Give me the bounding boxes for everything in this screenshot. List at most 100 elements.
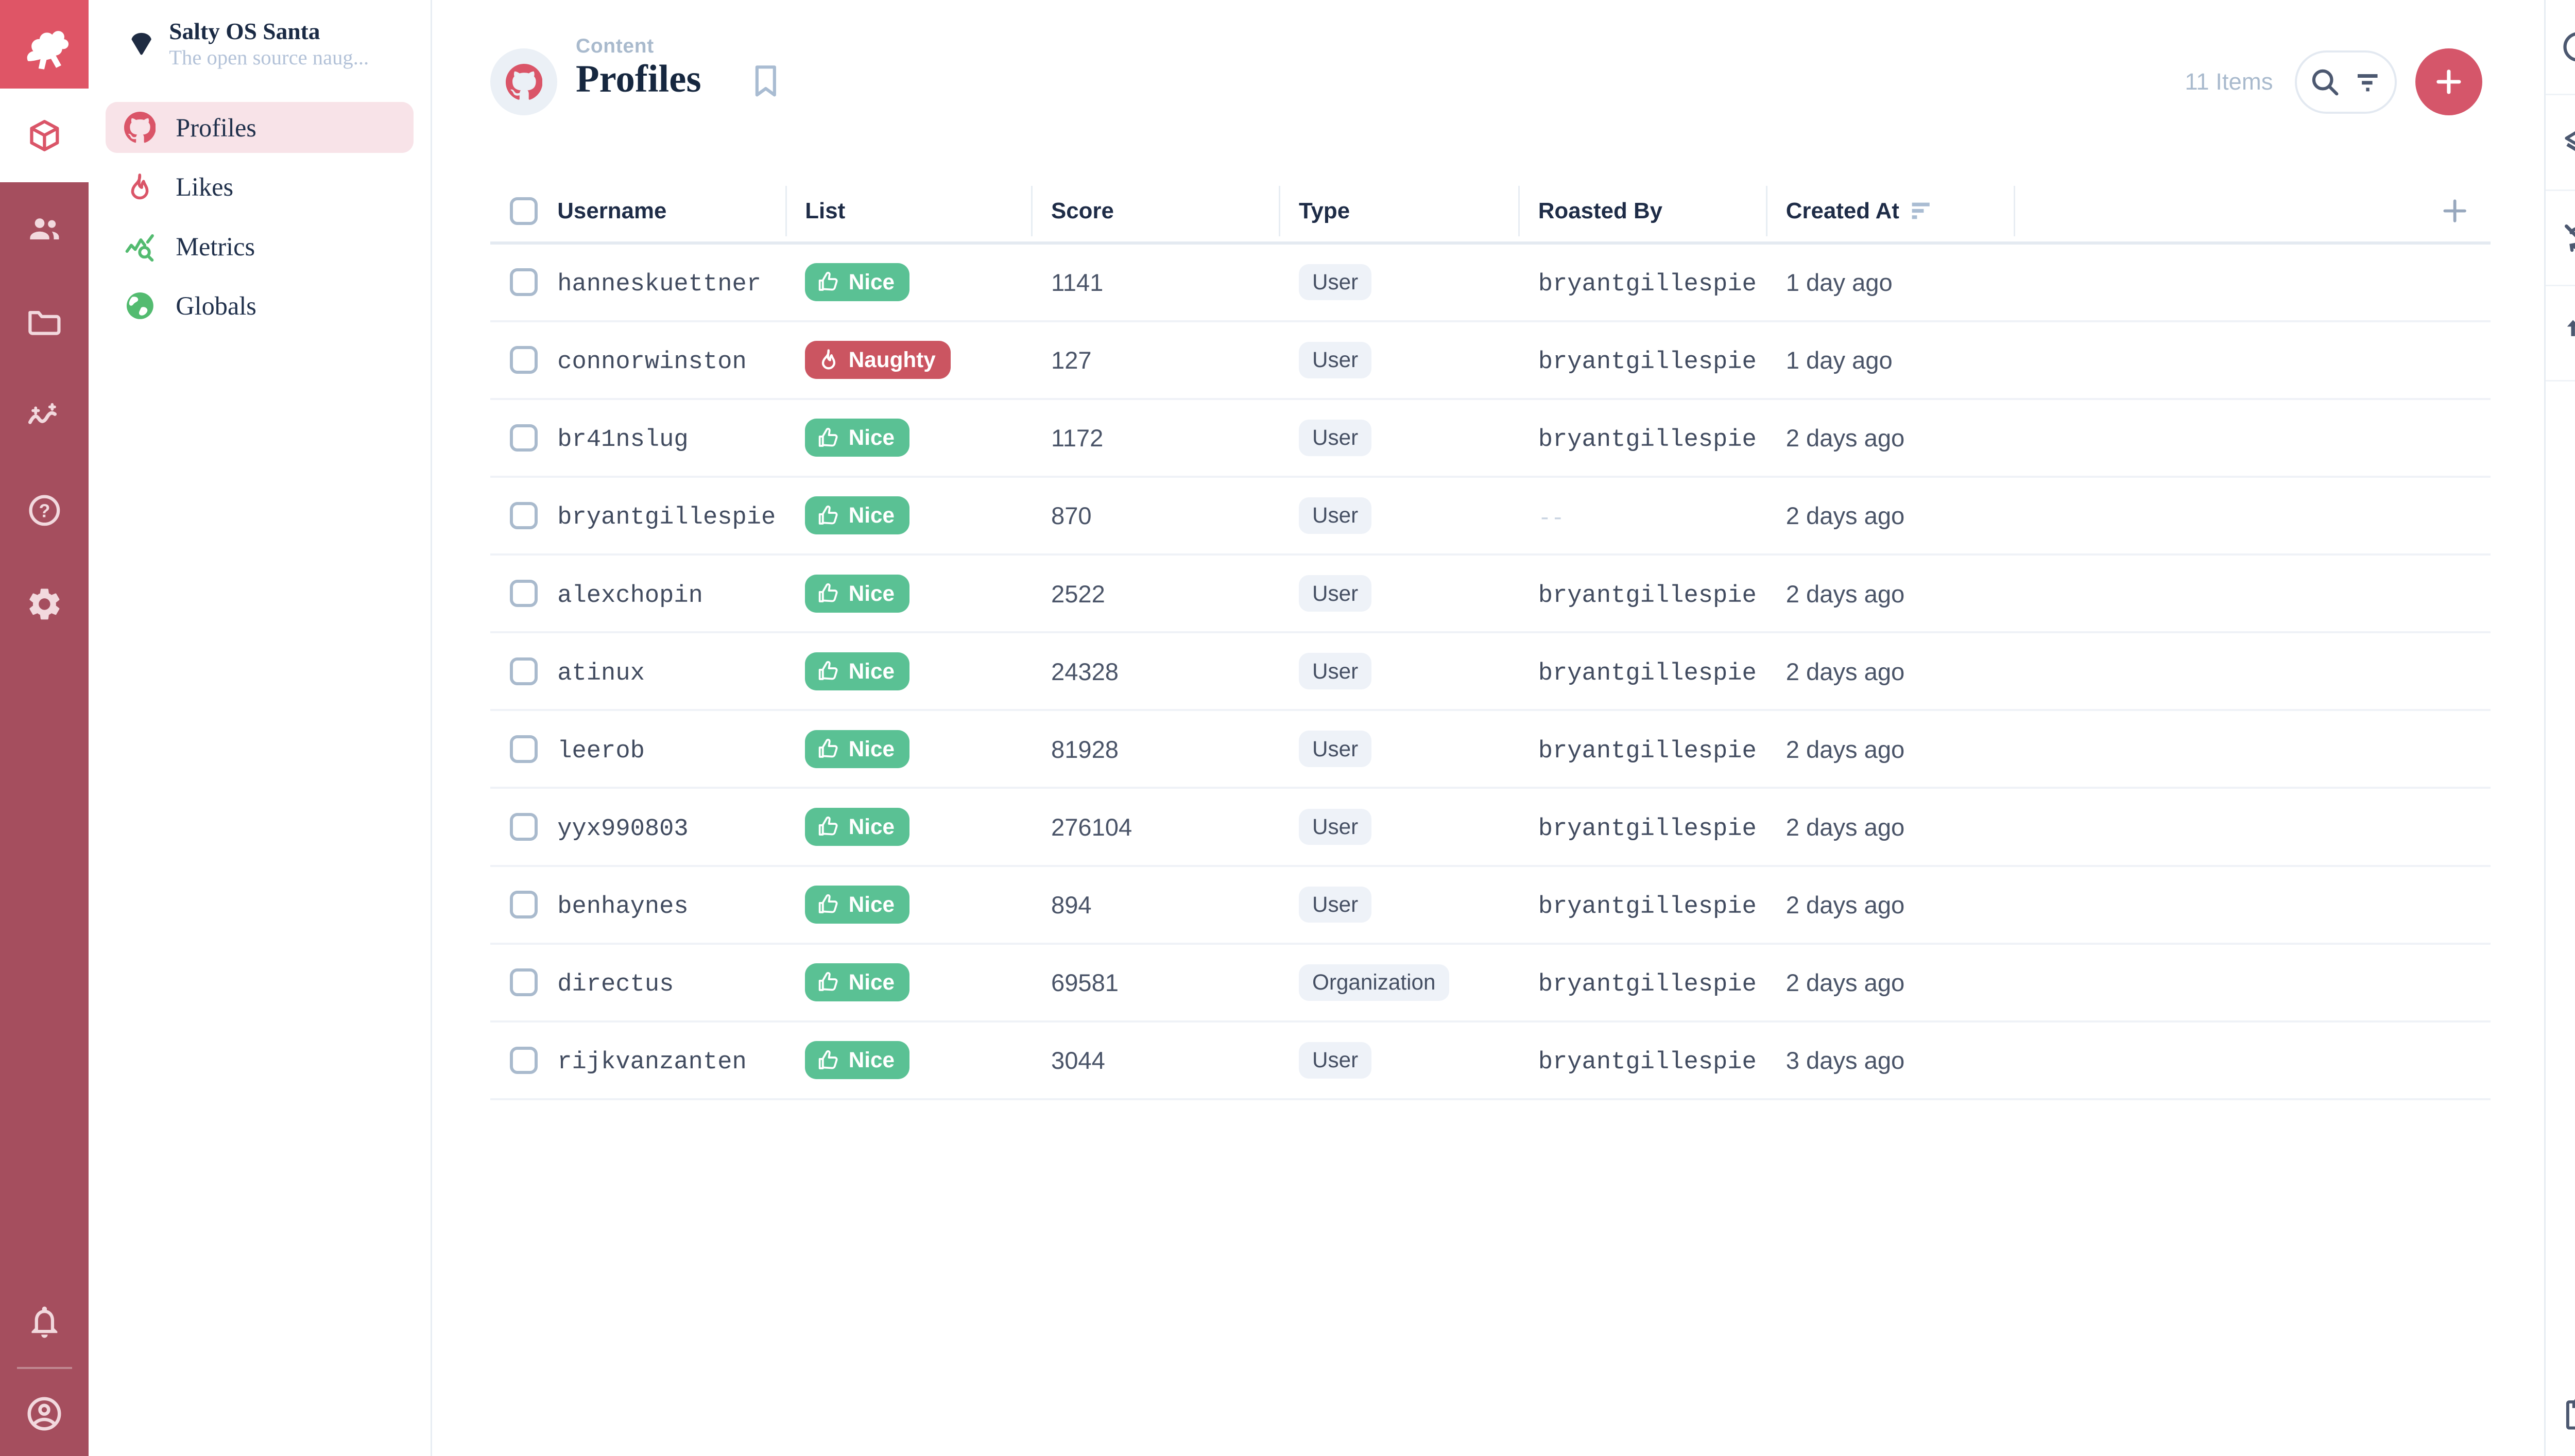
breadcrumb[interactable]: Content: [576, 35, 654, 58]
refresh-disabled-button[interactable]: [2546, 191, 2575, 286]
svg-text:?: ?: [39, 500, 50, 521]
thumb-up-icon: [818, 583, 838, 602]
table-row[interactable]: bryantgillespie Nice 870 User -- 2 days …: [490, 478, 2491, 556]
row-checkbox[interactable]: [510, 968, 538, 996]
filter-list-icon: [2353, 67, 2383, 97]
list-badge: Nice: [805, 496, 910, 535]
cell-score: 127: [1051, 346, 1092, 374]
search-icon: [2309, 66, 2341, 98]
directus-logo-button[interactable]: [0, 0, 89, 89]
cell-score: 894: [1051, 891, 1092, 919]
nav-item-label: Likes: [176, 172, 234, 202]
list-badge: Naughty: [805, 341, 951, 379]
row-checkbox[interactable]: [510, 346, 538, 374]
cell-roasted-by: --: [1538, 506, 1565, 531]
search-button[interactable]: [2309, 66, 2341, 98]
type-chip: User: [1299, 341, 1372, 378]
module-users-button[interactable]: [0, 182, 89, 276]
module-settings-button[interactable]: [0, 557, 89, 651]
column-header-roasted-by[interactable]: Roasted By: [1520, 186, 1767, 236]
row-checkbox[interactable]: [510, 424, 538, 452]
nav-item-profiles[interactable]: Profiles: [105, 102, 414, 153]
cell-created-at: 1 day ago: [1786, 269, 1893, 297]
row-checkbox[interactable]: [510, 1046, 538, 1074]
row-checkbox[interactable]: [510, 735, 538, 763]
column-header-created-at[interactable]: Created At: [1767, 186, 2015, 236]
table-row[interactable]: br41nslug Nice 1172 User bryantgillespie…: [490, 400, 2491, 478]
cell-roasted-by: bryantgillespie: [1538, 271, 1757, 299]
project-header[interactable]: Salty OS Santa The open source naug...: [89, 0, 430, 84]
type-chip: User: [1299, 731, 1372, 768]
module-files-button[interactable]: [0, 276, 89, 370]
table-body: hanneskuettner Nice 1141 User bryantgill…: [490, 245, 2491, 1100]
people-icon: [25, 210, 64, 249]
nav-item-metrics[interactable]: Metrics: [106, 221, 414, 272]
thumb-up-icon: [818, 738, 838, 758]
info-icon: [2561, 29, 2575, 64]
list-badge: Nice: [805, 419, 910, 457]
list-badge: Nice: [805, 886, 910, 924]
row-checkbox[interactable]: [510, 891, 538, 918]
page-header: Content Profiles 11 Items: [432, 0, 2545, 181]
row-checkbox[interactable]: [510, 657, 538, 685]
row-checkbox[interactable]: [510, 579, 538, 608]
table-row[interactable]: rijkvanzanten Nice 3044 User bryantgille…: [490, 1022, 2491, 1100]
account-button[interactable]: [0, 1372, 89, 1456]
row-checkbox[interactable]: [510, 501, 538, 530]
select-all-checkbox[interactable]: [510, 197, 538, 225]
add-item-button[interactable]: [2415, 48, 2482, 116]
account-circle-icon: [24, 1394, 64, 1434]
list-badge: Nice: [805, 652, 910, 690]
nav-item-globals[interactable]: Globals: [106, 280, 414, 331]
add-column-button[interactable]: [2441, 197, 2469, 225]
type-chip: User: [1299, 808, 1372, 845]
table-row[interactable]: yyx990803 Nice 276104 User bryantgillesp…: [490, 789, 2491, 867]
cell-created-at: 1 day ago: [1786, 346, 1893, 374]
table-row[interactable]: leerob Nice 81928 User bryantgillespie 2…: [490, 711, 2491, 789]
module-insights-button[interactable]: [0, 370, 89, 463]
column-header-list[interactable]: List: [787, 186, 1033, 236]
nav-item-likes[interactable]: Likes: [106, 162, 414, 213]
cell-roasted-by: bryantgillespie: [1538, 737, 1757, 765]
info-button[interactable]: [2546, 0, 2575, 96]
module-content-button[interactable]: [0, 89, 89, 183]
nav-sidebar: Salty OS Santa The open source naug... P…: [89, 0, 432, 1456]
collections-nav: Profiles Likes Metrics Globals: [89, 102, 430, 331]
cell-score: 1141: [1051, 269, 1104, 297]
row-checkbox[interactable]: [510, 813, 538, 841]
layout-options-button[interactable]: [2546, 95, 2575, 191]
column-header-type[interactable]: Type: [1280, 186, 1520, 236]
cell-created-at: 2 days ago: [1786, 969, 1905, 997]
column-header-username[interactable]: Username: [557, 186, 787, 236]
gear-icon: [25, 585, 64, 623]
type-chip: User: [1299, 653, 1372, 690]
page-title: Profiles: [576, 58, 701, 101]
bookmark-button[interactable]: [750, 64, 782, 99]
cell-score: 2522: [1051, 580, 1105, 608]
filter-button[interactable]: [2353, 67, 2383, 97]
module-docs-button[interactable]: ?: [0, 463, 89, 557]
column-header-score[interactable]: Score: [1033, 186, 1281, 236]
cell-created-at: 2 days ago: [1786, 813, 1905, 841]
directus-rabbit-icon: [14, 14, 75, 75]
nav-item-label: Globals: [176, 291, 256, 320]
table-row[interactable]: alexchopin Nice 2522 User bryantgillespi…: [490, 556, 2491, 634]
table-row[interactable]: connorwinston Naughty 127 User bryantgil…: [490, 322, 2491, 400]
table-row[interactable]: directus Nice 69581 Organization bryantg…: [490, 945, 2491, 1022]
table-row[interactable]: atinux Nice 24328 User bryantgillespie 2…: [490, 633, 2491, 712]
globe-icon: [124, 290, 156, 322]
items-count: 11 Items: [2185, 68, 2273, 95]
activity-button[interactable]: [2546, 1372, 2575, 1456]
cell-score: 81928: [1051, 735, 1119, 763]
cell-username: yyx990803: [557, 815, 689, 843]
cell-created-at: 2 days ago: [1786, 424, 1905, 452]
table-row[interactable]: hanneskuettner Nice 1141 User bryantgill…: [490, 245, 2491, 322]
collection-icon-button[interactable]: [490, 48, 558, 116]
bell-icon: [25, 1303, 64, 1341]
table-row[interactable]: benhaynes Nice 894 User bryantgillespie …: [490, 867, 2491, 945]
import-export-button[interactable]: [2546, 286, 2575, 382]
cell-created-at: 2 days ago: [1786, 891, 1905, 919]
row-checkbox[interactable]: [510, 268, 538, 296]
notifications-button[interactable]: [0, 1280, 89, 1364]
